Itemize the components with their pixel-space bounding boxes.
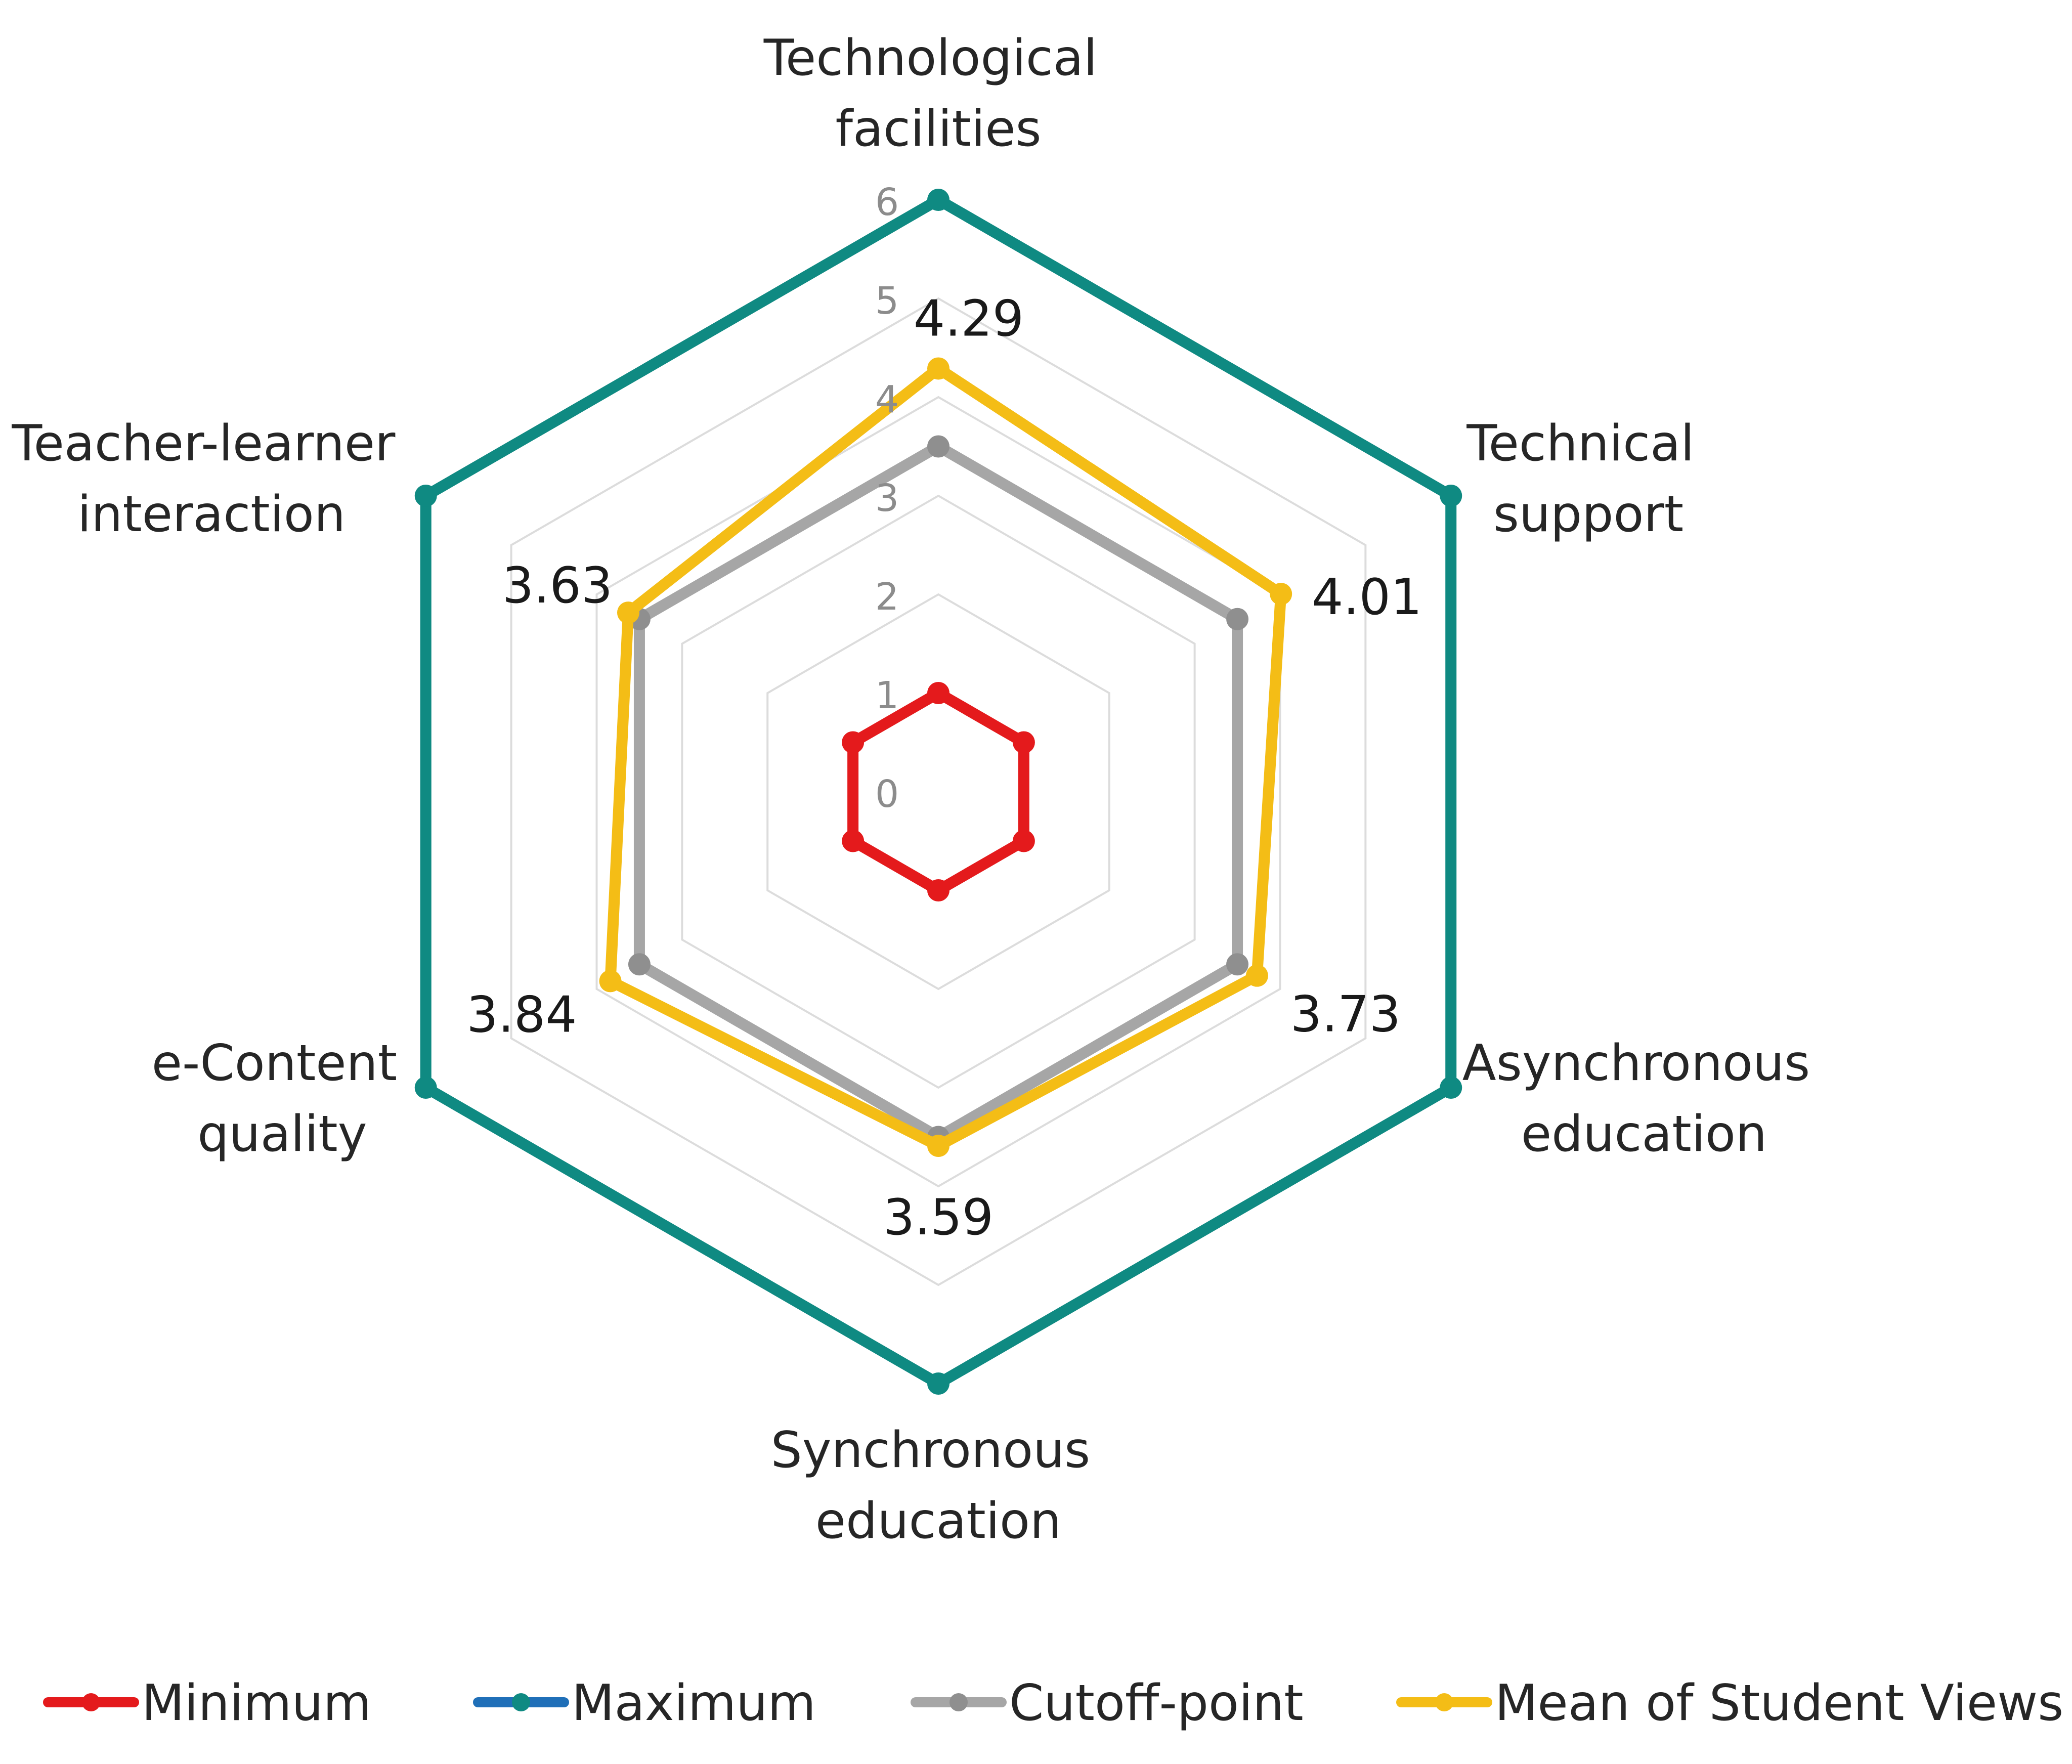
tick-label-1: 1 [875, 674, 899, 717]
point-maximum-synchronous-education [927, 1372, 949, 1395]
point-minimum-technical-support [1012, 731, 1035, 754]
point-minimum-asynchronous-education [1012, 830, 1035, 852]
tick-label-2: 2 [875, 575, 899, 619]
point-minimum-teacher-learner-interaction [842, 731, 865, 754]
tick-label-3: 3 [875, 477, 899, 520]
legend-item-minimum[interactable]: Minimum [43, 1674, 371, 1732]
data-label-technical-support: 4.01 [1312, 569, 1422, 626]
category-label-technological-facilities: Technological facilities [763, 29, 1113, 158]
point-maximum-e-content-quality [414, 1077, 437, 1099]
point-cutoff-point-e-content-quality [628, 953, 651, 976]
point-mean-of-student-views-synchronous-education [927, 1135, 949, 1157]
point-cutoff-point-asynchronous-education [1226, 953, 1249, 976]
data-label-teacher-learner-interaction: 3.63 [502, 557, 613, 615]
point-mean-of-student-views-technical-support [1270, 583, 1292, 606]
tick-label-4: 4 [875, 378, 899, 421]
legend-label-minimum: Minimum [142, 1674, 371, 1732]
point-mean-of-student-views-asynchronous-education [1245, 964, 1268, 987]
grid-ring-4 [595, 396, 1281, 1188]
series-maximum [414, 189, 1462, 1395]
category-labels: Technological facilities Technical suppo… [11, 29, 1826, 1550]
point-cutoff-point-technological-facilities [927, 435, 949, 458]
category-label-asynchronous-education: Asynchronous education [1462, 1035, 1826, 1163]
radial-tick-labels: 0 1 2 3 4 5 6 [875, 181, 899, 816]
point-maximum-teacher-learner-interaction [414, 485, 437, 507]
legend-item-mean-of-student-views[interactable]: Mean of Student Views [1396, 1674, 2063, 1732]
point-mean-of-student-views-teacher-learner-interaction [617, 601, 639, 624]
point-minimum-technological-facilities [927, 682, 949, 704]
category-label-teacher-learner-interaction: Teacher-learner interaction [11, 415, 411, 543]
point-minimum-e-content-quality [842, 830, 865, 852]
point-cutoff-point-technical-support [1226, 608, 1249, 630]
legend-label-maximum: Maximum [572, 1674, 816, 1732]
category-label-synchronous-education: Synchronous education [771, 1422, 1106, 1550]
legend-marker-maximum [512, 1693, 530, 1711]
legend-marker-cutoff-point [949, 1693, 968, 1711]
series-minimum [842, 682, 1035, 901]
tick-label-6: 6 [875, 181, 899, 224]
radar-series [414, 189, 1462, 1395]
data-label-e-content-quality: 3.84 [466, 986, 577, 1044]
legend-label-cutoff-point: Cutoff-point [1009, 1674, 1304, 1732]
series-mean-of-student-views [599, 357, 1292, 1157]
data-label-asynchronous-education: 3.73 [1290, 986, 1401, 1044]
point-maximum-technical-support [1440, 485, 1462, 507]
data-label-technological-facilities: 4.29 [914, 290, 1024, 348]
category-label-e-content-quality: e-Content quality [152, 1035, 413, 1163]
point-minimum-synchronous-education [927, 879, 949, 901]
data-labels: 4.29 4.01 3.73 3.59 3.84 3.63 [466, 290, 1422, 1246]
point-mean-of-student-views-e-content-quality [599, 970, 622, 993]
tick-label-5: 5 [875, 279, 899, 323]
series-line-mean-of-student-views [605, 363, 1287, 1152]
legend-marker-minimum [82, 1693, 100, 1711]
point-mean-of-student-views-technological-facilities [927, 357, 949, 380]
point-maximum-asynchronous-education [1440, 1077, 1462, 1099]
legend-item-maximum[interactable]: Maximum [473, 1674, 816, 1732]
grid-ring-3 [681, 494, 1196, 1089]
data-label-synchronous-education: 3.59 [883, 1189, 994, 1246]
legend: Minimum Maximum Cutoff-point Mean of Stu… [43, 1674, 2063, 1732]
point-maximum-technological-facilities [927, 189, 949, 211]
legend-item-cutoff-point[interactable]: Cutoff-point [911, 1674, 1304, 1732]
legend-marker-mean-of-student-views [1435, 1693, 1453, 1711]
grid-ring-2 [766, 593, 1110, 991]
category-label-technical-support: Technical support [1466, 415, 1710, 543]
tick-label-0: 0 [875, 772, 899, 816]
legend-label-mean-of-student-views: Mean of Student Views [1495, 1674, 2063, 1732]
grid-ring-5 [510, 297, 1367, 1286]
